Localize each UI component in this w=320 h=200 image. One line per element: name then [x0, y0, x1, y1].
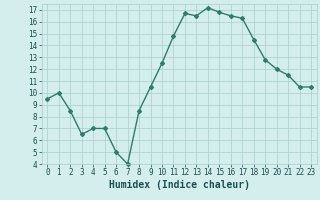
- X-axis label: Humidex (Indice chaleur): Humidex (Indice chaleur): [109, 180, 250, 190]
